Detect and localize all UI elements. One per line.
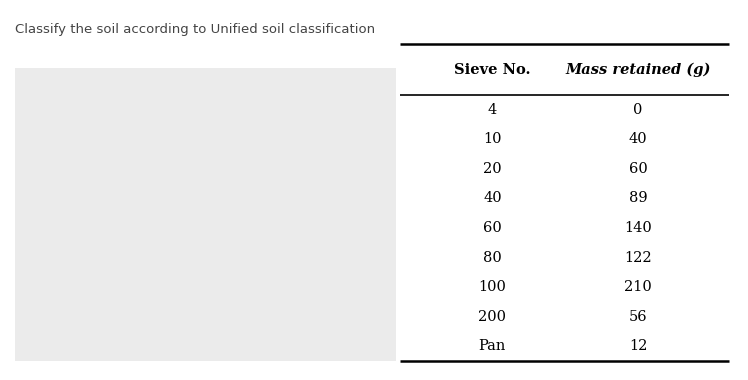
Text: 89: 89: [629, 192, 647, 206]
Text: Classify the soil according to Unified soil classification: Classify the soil according to Unified s…: [15, 23, 375, 36]
Text: 12: 12: [629, 339, 647, 353]
Text: 200: 200: [478, 310, 506, 324]
Text: 10: 10: [483, 132, 502, 146]
FancyBboxPatch shape: [15, 68, 396, 361]
Text: 122: 122: [625, 250, 652, 264]
Text: 100: 100: [479, 280, 506, 294]
Text: 40: 40: [629, 132, 647, 146]
FancyBboxPatch shape: [400, 40, 729, 365]
Text: 4: 4: [488, 103, 497, 117]
Text: 20: 20: [483, 162, 502, 176]
Text: Mass retained (g): Mass retained (g): [565, 63, 711, 78]
Text: 80: 80: [483, 250, 502, 264]
Text: 60: 60: [483, 221, 502, 235]
Text: Sieve No.: Sieve No.: [454, 63, 530, 77]
Text: 40: 40: [483, 192, 502, 206]
Text: Pan: Pan: [479, 339, 506, 353]
Text: 0: 0: [634, 103, 643, 117]
Text: 60: 60: [628, 162, 648, 176]
Text: 56: 56: [629, 310, 647, 324]
Text: 210: 210: [624, 280, 652, 294]
Text: 140: 140: [624, 221, 652, 235]
